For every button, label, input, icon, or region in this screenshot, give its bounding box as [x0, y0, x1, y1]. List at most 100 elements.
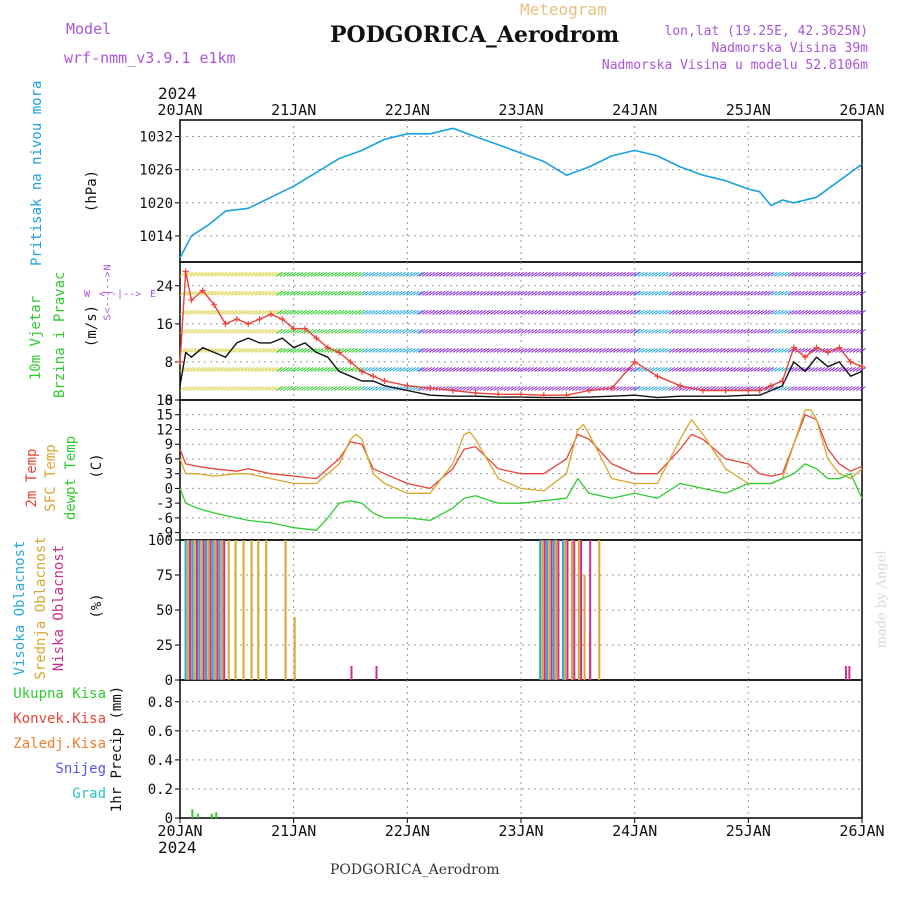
- wind-barb: [382, 309, 389, 315]
- wind-barb: [438, 309, 446, 315]
- wind-barb: [777, 367, 785, 372]
- wind-barb: [801, 271, 809, 277]
- wind-barb: [821, 347, 829, 353]
- wind-barb: [213, 290, 221, 296]
- wind-barb: [716, 290, 723, 296]
- wind-barb: [811, 386, 819, 391]
- bar-mid_cloud: [583, 575, 586, 680]
- wind-barb: [637, 271, 645, 277]
- wind-barb: [784, 347, 791, 353]
- wind-barb: [230, 309, 238, 315]
- wind-barb: [648, 386, 655, 391]
- wind-barb: [849, 367, 856, 372]
- wind-barb: [217, 367, 224, 372]
- wind-barb: [534, 290, 541, 296]
- gust-marker: [313, 335, 320, 342]
- wind-barb: [399, 309, 406, 315]
- wind-barb: [220, 290, 228, 296]
- model-elevation-label: Nadmorska Visina u modelu 52.8106m: [601, 58, 868, 73]
- wind-barb: [472, 386, 480, 391]
- wind-barb: [241, 367, 248, 372]
- wind-barb: [530, 328, 538, 334]
- wind-barb: [283, 347, 290, 353]
- wind-barb: [558, 328, 565, 334]
- wind-barb: [637, 386, 645, 391]
- wind-barb: [247, 309, 255, 315]
- gust-marker: [677, 382, 684, 389]
- xtick-label-top: 22JAN: [385, 101, 430, 119]
- wind-barb: [633, 328, 640, 334]
- wind-barb: [254, 347, 262, 353]
- wind-barb: [832, 309, 839, 315]
- wind-barb: [808, 367, 815, 372]
- wind-barb: [835, 386, 843, 391]
- wind-barb: [354, 367, 362, 372]
- wind-barb: [651, 271, 658, 277]
- wind-barb: [476, 386, 483, 391]
- wind-barb: [619, 271, 627, 277]
- bar-high_cloud: [218, 540, 221, 680]
- wind-barb: [462, 290, 470, 296]
- wind-barb: [541, 271, 548, 277]
- wind-barb: [678, 328, 686, 334]
- wind-barb: [517, 347, 524, 353]
- wind-compass-e: E: [150, 289, 157, 300]
- wind-barb: [303, 347, 311, 353]
- wind-barb: [466, 290, 473, 296]
- wind-barb: [661, 271, 669, 277]
- wind-barb: [241, 271, 248, 277]
- wind-barb: [399, 328, 406, 334]
- wind-barb: [746, 309, 754, 315]
- wind-barb: [200, 328, 207, 334]
- wind-barb: [507, 328, 514, 334]
- ytick-label-wind: 0: [165, 393, 173, 409]
- wind-barb: [455, 271, 463, 277]
- wind-barb: [210, 290, 217, 296]
- bar-precip_total: [191, 809, 194, 818]
- bar-mid_cloud: [598, 540, 601, 680]
- wind-barb: [227, 386, 235, 391]
- wind-barb: [234, 309, 241, 315]
- wind-barb: [244, 347, 252, 353]
- wind-barb: [283, 309, 290, 315]
- wind-barb: [592, 347, 599, 353]
- wind-barb: [828, 290, 836, 296]
- wind-barb: [296, 328, 304, 334]
- wind-barb: [258, 328, 265, 334]
- wind-barb: [705, 347, 713, 353]
- gust-marker: [256, 316, 263, 323]
- wind-barb: [254, 367, 262, 372]
- wind-barb: [361, 271, 369, 277]
- wind-barb: [193, 290, 200, 296]
- wind-barb: [548, 328, 555, 334]
- wind-barb: [261, 347, 269, 353]
- gust-marker: [472, 389, 479, 396]
- wind-barb: [626, 290, 633, 296]
- wind-barb: [825, 367, 832, 372]
- wind-barb: [558, 271, 565, 277]
- wind-barb: [395, 367, 403, 372]
- wind-barb: [634, 309, 641, 315]
- wind-barb: [337, 271, 345, 277]
- wind-barb: [368, 290, 375, 296]
- wind-barb: [375, 367, 382, 372]
- wind-barb: [513, 290, 521, 296]
- wind-barb: [351, 367, 358, 372]
- wind-barb: [418, 328, 425, 334]
- wind-barb: [757, 290, 764, 296]
- wind-barb: [264, 328, 272, 334]
- wind-barb: [849, 347, 856, 353]
- wind-barb: [247, 367, 255, 372]
- wind-barb: [821, 328, 829, 334]
- wind-barb: [241, 309, 248, 315]
- wind-barb: [554, 290, 562, 296]
- wind-barb: [462, 367, 470, 372]
- wind-barb: [685, 271, 693, 277]
- wind-barb: [392, 309, 399, 315]
- wind-barb: [203, 328, 211, 334]
- wind-barb: [421, 309, 429, 315]
- bar-mid_cloud: [571, 540, 574, 680]
- bar-mid_cloud: [293, 617, 296, 680]
- bar-high_cloud: [539, 540, 542, 680]
- wind-barb: [402, 347, 410, 353]
